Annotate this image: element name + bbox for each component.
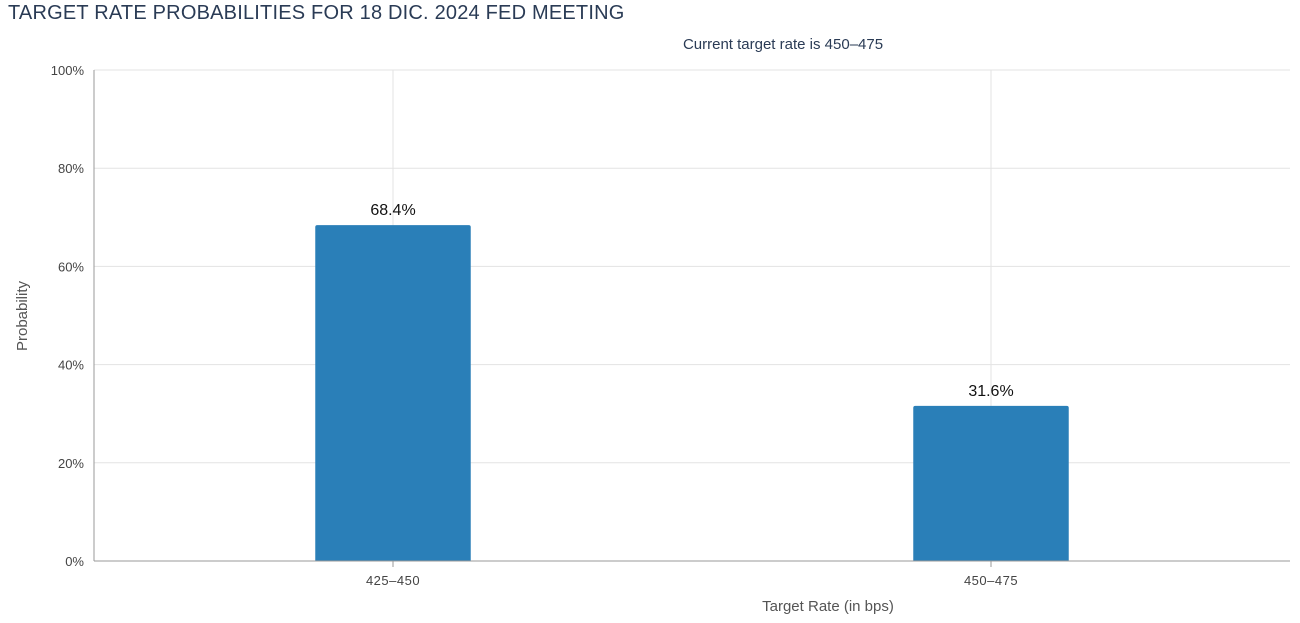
x-axis-label: Target Rate (in bps) [762, 598, 894, 615]
data-label: 68.4% [370, 202, 415, 219]
axes: 0% 20% 40% 60% 80% 100% 425–450 450–475 [51, 63, 1290, 588]
y-tick-label: 0% [65, 554, 84, 569]
y-tick-label: 20% [58, 456, 84, 471]
bar-1[interactable] [315, 225, 471, 561]
x-tick-label: 450–475 [964, 573, 1018, 588]
bars: 68.4% 31.6% [315, 202, 1069, 561]
data-label: 31.6% [968, 383, 1013, 400]
bar-2[interactable] [913, 405, 1069, 561]
chart-subtitle: Current target rate is 450–475 [683, 36, 883, 53]
x-tick-label: 425–450 [366, 573, 420, 588]
page-title: TARGET RATE PROBABILITIES FOR 18 DIC. 20… [8, 2, 625, 24]
y-tick-label: 40% [58, 358, 84, 373]
y-tick-label: 80% [58, 161, 84, 176]
grid [94, 69, 1290, 561]
y-tick-label: 60% [58, 259, 84, 274]
y-axis-label: Probability [14, 280, 31, 351]
y-tick-label: 100% [51, 63, 85, 78]
